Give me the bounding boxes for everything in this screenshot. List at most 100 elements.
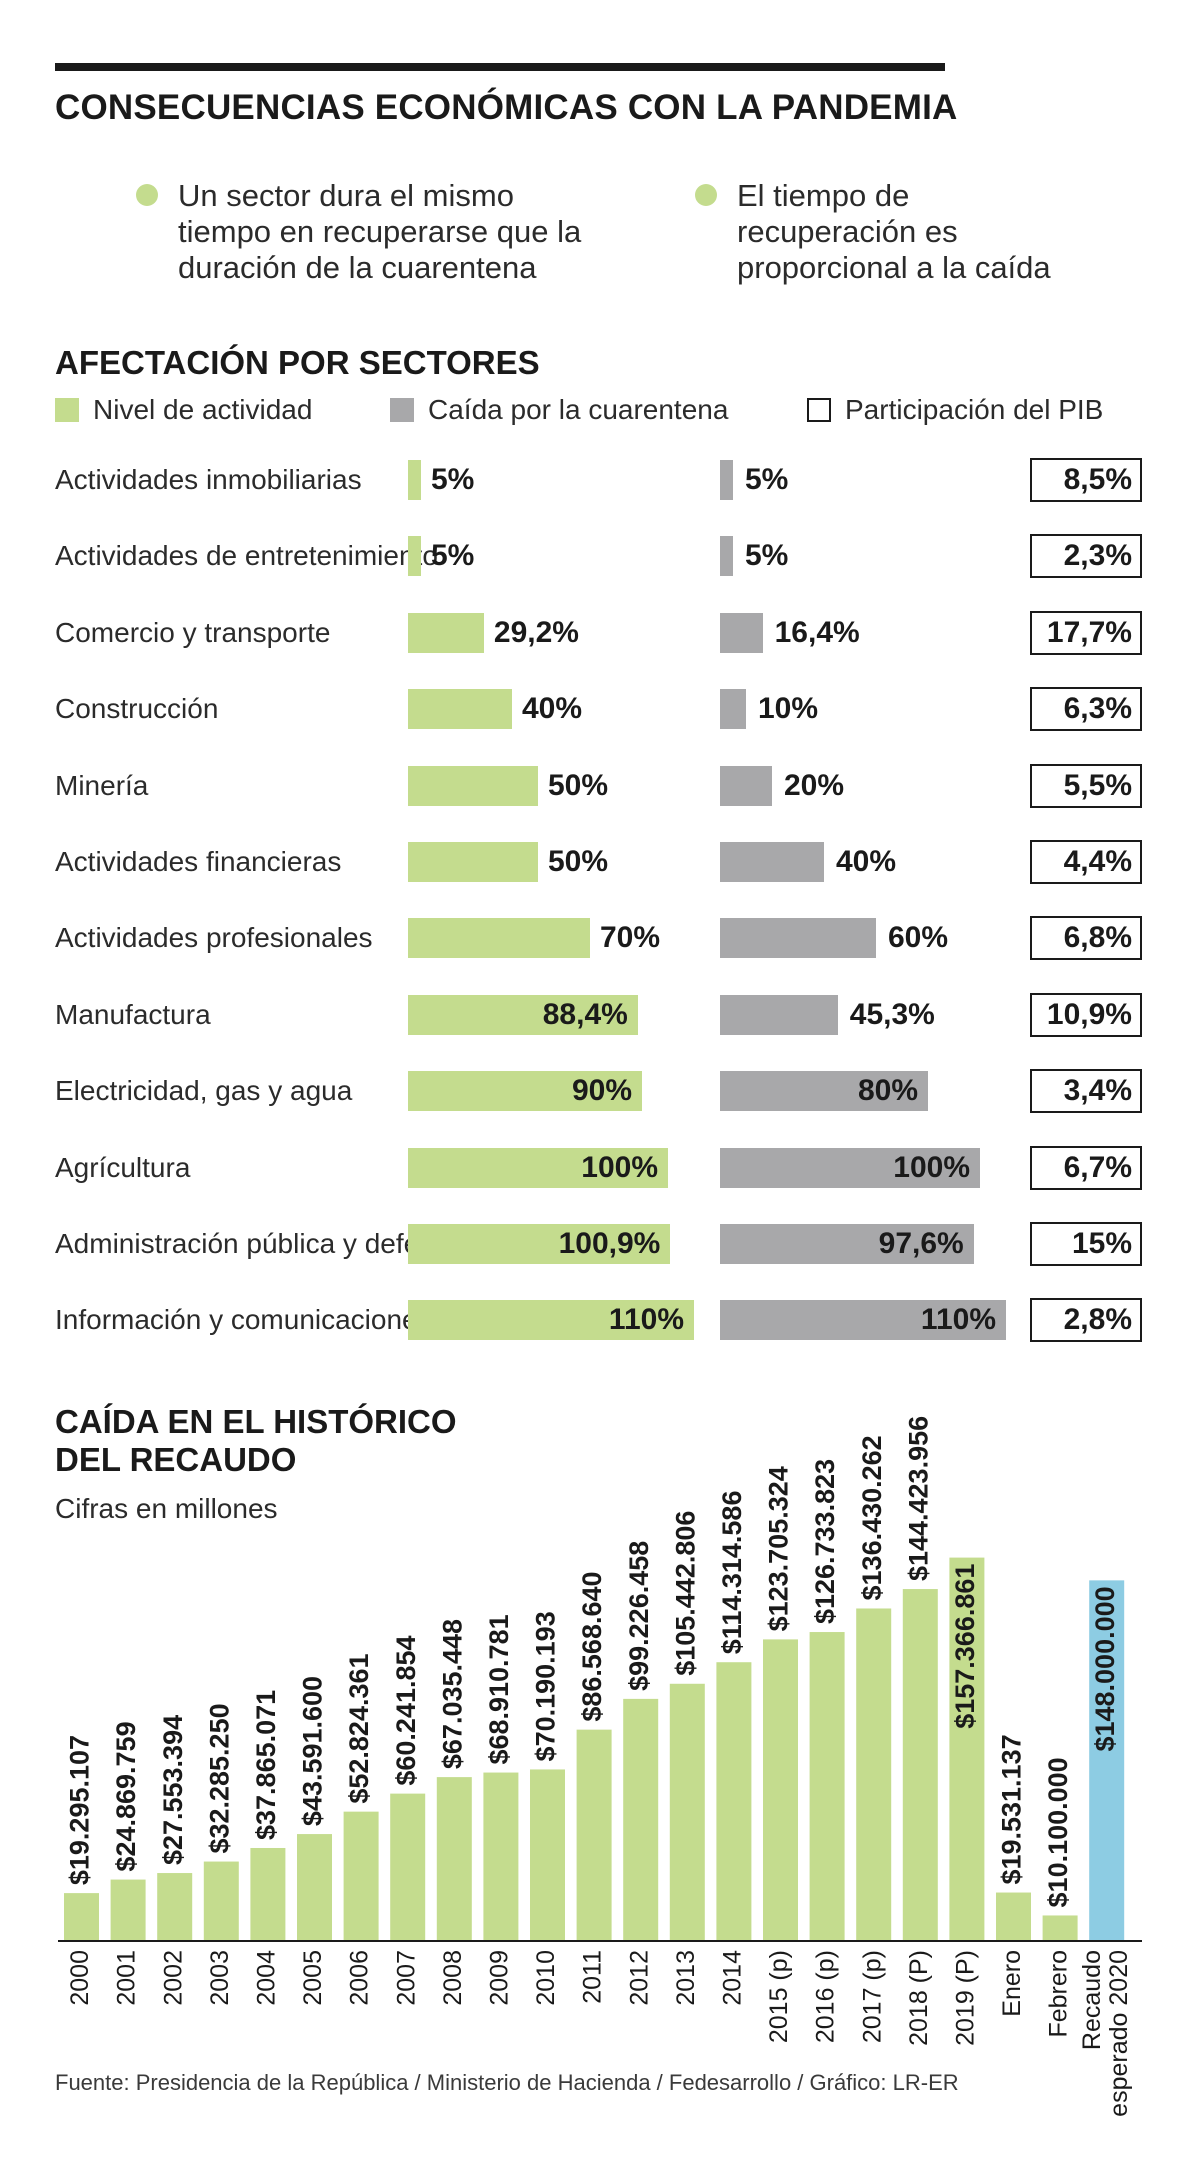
activity-value: 50% (548, 769, 609, 802)
year-tick-label: Enero (998, 1950, 1026, 2017)
drop-bar (720, 995, 838, 1035)
legend-label-gdp: Participación del PIB (845, 394, 1104, 425)
sector-row: Minería 50% 20% 5,5% (0, 764, 1200, 808)
main-title: CONSECUENCIAS ECONÓMICAS CON LA PANDEMIA (55, 88, 958, 127)
revenue-bar (996, 1892, 1031, 1940)
bullet-line: duración de la cuarentena (178, 250, 537, 285)
year-tick-label: 2001 (113, 1950, 141, 2006)
legend-swatch-gdp (807, 398, 831, 422)
year-tick-label: 2008 (439, 1950, 467, 2006)
year-tick-label: 2004 (253, 1950, 281, 2006)
revenue-value-label: $105.442.806 (670, 1511, 700, 1676)
revenue-bar (250, 1847, 286, 1940)
drop-value: 45,3% (849, 998, 935, 1031)
gdp-share-box: 5,5% (1030, 764, 1142, 808)
revenue-value-label: $99.226.458 (624, 1541, 654, 1691)
revenue-bar (1042, 1915, 1078, 1940)
legend-swatch-drop (390, 398, 414, 422)
gdp-share-box: 17,7% (1030, 611, 1142, 655)
revenue-title-line: DEL RECAUDO (55, 1441, 297, 1478)
sector-row: Administración pública y defensa 100,9% 97… (0, 1222, 1200, 1266)
legend-gdp: Participación del PIB (807, 392, 1103, 428)
revenue-value-label: $24.869.759 (111, 1721, 141, 1871)
year-tick-label: 2012 (625, 1950, 653, 2006)
drop-value: 100% (893, 1151, 970, 1184)
drop-value: 97,6% (878, 1227, 964, 1260)
year-tick-label: 2011 (579, 1950, 607, 2004)
sector-row: Construcción 40% 10% 6,3% (0, 687, 1200, 731)
activity-value: 40% (522, 692, 583, 725)
sector-name: Actividades financieras (55, 846, 342, 877)
revenue-chart-subtitle: Cifras en millones (55, 1493, 278, 1524)
revenue-value-label: $10.100.000 (1043, 1757, 1073, 1907)
activity-bar (408, 766, 538, 806)
sector-row: Actividades de entretenimiento 5% 5% 2,3% (0, 534, 1200, 578)
revenue-value-label: $70.190.193 (531, 1611, 561, 1761)
drop-value: 80% (857, 1074, 918, 1107)
revenue-value-label: $37.865.071 (251, 1690, 281, 1840)
activity-value: 110% (608, 1303, 684, 1336)
sector-row: Actividades inmobiliarias 5% 5% 8,5% (0, 458, 1200, 502)
year-tick-label: 2016 (p) (812, 1950, 840, 2043)
revenue-value-label: $52.824.361 (344, 1653, 374, 1803)
year-tick-label: 2018 (P) (905, 1950, 933, 2046)
sector-name: Información y comunicaciones (55, 1304, 432, 1335)
revenue-value-label: $19.295.107 (65, 1735, 95, 1885)
activity-bar (408, 918, 590, 958)
year-tick-label: 2014 (719, 1950, 747, 2006)
bullet-line: tiempo en recuperarse que la (178, 214, 582, 249)
sector-row: Información y comunicaciones 110% 110% 2,8% (0, 1298, 1200, 1342)
legend-label-activity: Nivel de actividad (93, 394, 313, 425)
revenue-bar (64, 1893, 99, 1940)
revenue-bar (203, 1861, 239, 1940)
revenue-value-label: $19.531.137 (997, 1734, 1027, 1884)
revenue-value-label: $126.733.823 (810, 1459, 840, 1624)
revenue-bar (716, 1662, 752, 1940)
sector-row: Comercio y transporte 29,2% 16,4% 17,7% (0, 611, 1200, 655)
drop-value: 20% (784, 769, 845, 802)
revenue-bar (483, 1772, 519, 1940)
legend-swatch-activity (55, 398, 79, 422)
revenue-bar (343, 1811, 379, 1940)
year-tick-label: Recaudo (1078, 1950, 1106, 2050)
sector-name: Agrícultura (55, 1152, 191, 1183)
sector-name: Actividades profesionales (55, 922, 373, 953)
activity-value: 50% (548, 845, 609, 878)
gdp-share-box: 10,9% (1030, 993, 1142, 1037)
gdp-share-box: 6,8% (1030, 916, 1142, 960)
revenue-value-label: $157.366.861 (950, 1564, 980, 1729)
drop-bar (720, 1300, 1006, 1340)
activity-bar (408, 689, 512, 729)
revenue-bar (530, 1769, 565, 1940)
activity-bar (408, 1148, 668, 1188)
year-tick-label: esperado 2020 (1105, 1950, 1133, 2117)
legend-label-drop: Caída por la cuarentena (428, 394, 729, 425)
revenue-value-label: $114.314.586 (717, 1491, 747, 1655)
drop-bar (720, 1071, 928, 1111)
revenue-bar (297, 1834, 332, 1940)
revenue-bar (856, 1608, 892, 1940)
gdp-share-box: 4,4% (1030, 840, 1142, 884)
bullet-line: proporcional a la caída (737, 250, 1051, 285)
revenue-bar (390, 1793, 426, 1940)
revenue-bar (669, 1683, 705, 1940)
drop-value: 5% (745, 463, 789, 496)
year-tick-label: 2017 (p) (858, 1950, 886, 2043)
revenue-bar (576, 1729, 612, 1940)
bullet-point-2: El tiempo de recuperación es proporciona… (695, 178, 1051, 286)
bullet-dot-icon (695, 184, 717, 206)
revenue-bar (436, 1777, 472, 1940)
activity-value: 5% (431, 539, 475, 572)
drop-value: 60% (888, 921, 949, 954)
drop-bar (720, 536, 733, 576)
sector-row: Electricidad, gas y agua 90% 80% 3,4% (0, 1069, 1200, 1113)
year-tick-label: Febrero (1045, 1950, 1073, 2038)
sector-name: Actividades inmobiliarias (55, 464, 362, 495)
revenue-value-label: $32.285.250 (204, 1703, 234, 1853)
drop-bar (720, 613, 763, 653)
revenue-value-label: $144.423.956 (903, 1416, 933, 1581)
revenue-value-label: $67.035.448 (437, 1619, 467, 1769)
revenue-title-line: CAÍDA EN EL HISTÓRICO (55, 1403, 457, 1440)
